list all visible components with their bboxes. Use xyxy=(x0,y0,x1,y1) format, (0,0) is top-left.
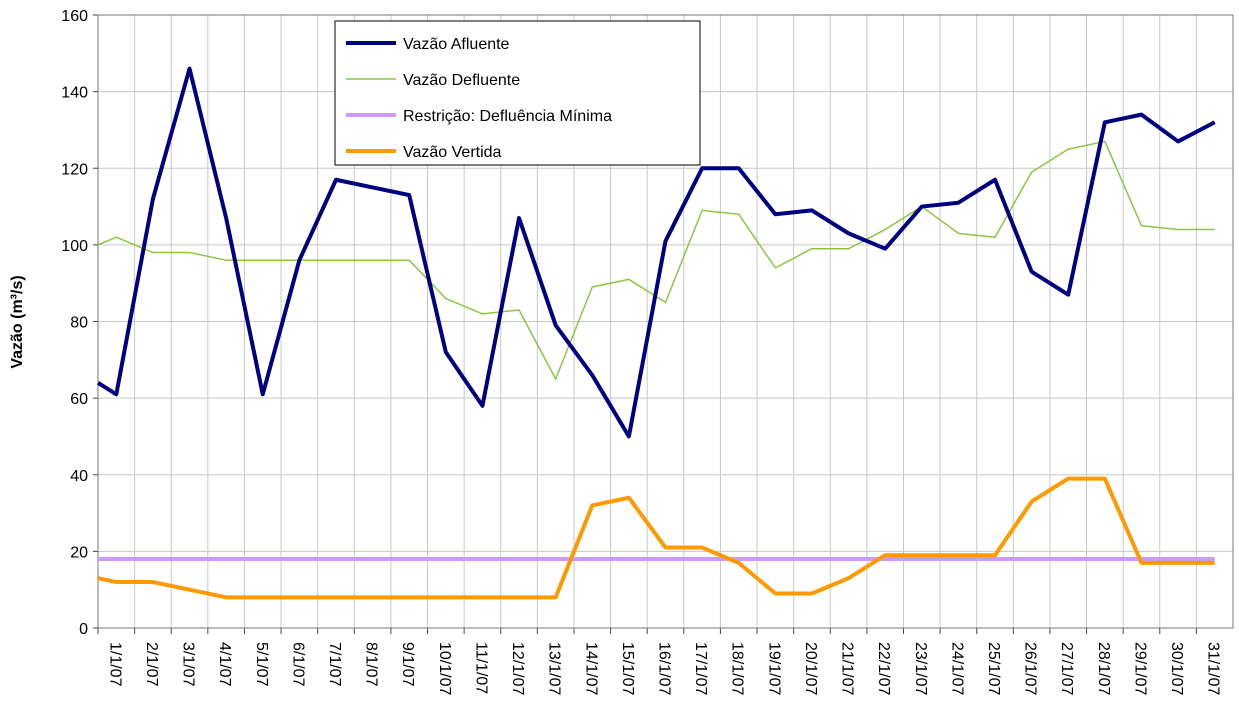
y-tick-label: 100 xyxy=(61,238,88,255)
x-tick-label: 24/1/07 xyxy=(948,642,965,695)
y-tick-label: 40 xyxy=(70,468,88,485)
x-tick-label: 29/1/07 xyxy=(1131,642,1148,695)
x-tick-label: 26/1/07 xyxy=(1022,642,1039,695)
x-tick-label: 16/1/07 xyxy=(656,642,673,695)
y-tick-label: 20 xyxy=(70,544,88,561)
x-tick-label: 8/1/07 xyxy=(363,642,380,687)
legend-label: Vazão Vertida xyxy=(403,144,502,161)
x-tick-label: 12/1/07 xyxy=(509,642,526,695)
line xyxy=(96,66,1216,439)
x-tick-label: 18/1/07 xyxy=(729,642,746,695)
plot-frame xyxy=(97,14,1234,629)
legend-label: Vazão Afluente xyxy=(403,36,510,53)
x-tick-label: 22/1/07 xyxy=(875,642,892,695)
x-tick-label: 15/1/07 xyxy=(619,642,636,695)
legend-label: Restrição: Defluência Mínima xyxy=(403,108,612,125)
y-tick-label: 140 xyxy=(61,85,88,102)
x-tick-label: 1/1/07 xyxy=(106,642,123,687)
x-tick-label: 5/1/07 xyxy=(253,642,270,687)
x-tick-label: 4/1/07 xyxy=(216,642,233,687)
x-tick-label: 25/1/07 xyxy=(985,642,1002,695)
x-tick-label: 6/1/07 xyxy=(289,642,306,687)
x-tick-label: 17/1/07 xyxy=(692,642,709,695)
legend: Vazão Afluente Vazão Defluente Restrição: … xyxy=(334,20,701,166)
y-tick-label: 80 xyxy=(70,315,88,332)
x-tick-label: 2/1/07 xyxy=(143,642,160,687)
x-tick-label: 7/1/07 xyxy=(326,642,343,687)
legend-label: Vazão Defluente xyxy=(403,72,520,89)
x-tick-label: 31/1/07 xyxy=(1205,642,1222,695)
x-tick-label: 20/1/07 xyxy=(802,642,819,695)
x-tick-label: 14/1/07 xyxy=(582,642,599,695)
x-tick-label: 9/1/07 xyxy=(399,642,416,687)
x-tick-label: 30/1/07 xyxy=(1168,642,1185,695)
y-tick-label: 160 xyxy=(61,8,88,25)
x-tick-label: 3/1/07 xyxy=(180,642,197,687)
x-tick-label: 21/1/07 xyxy=(839,642,856,695)
y-tick-label: 120 xyxy=(61,161,88,178)
y-axis-label: Vazão (m³/s) xyxy=(9,275,26,368)
line xyxy=(97,476,1215,600)
line xyxy=(97,140,1215,380)
x-tick-label: 19/1/07 xyxy=(765,642,782,695)
y-tick-label: 60 xyxy=(70,391,88,408)
x-tick-label: 10/1/07 xyxy=(436,642,453,695)
x-tick-label: 27/1/07 xyxy=(1058,642,1075,695)
x-tick-label: 28/1/07 xyxy=(1095,642,1112,695)
x-tick-label: 23/1/07 xyxy=(912,642,929,695)
y-tick-label: 0 xyxy=(79,621,88,638)
x-tick-label: 13/1/07 xyxy=(546,642,563,695)
x-tick-label: 11/1/07 xyxy=(472,642,489,694)
